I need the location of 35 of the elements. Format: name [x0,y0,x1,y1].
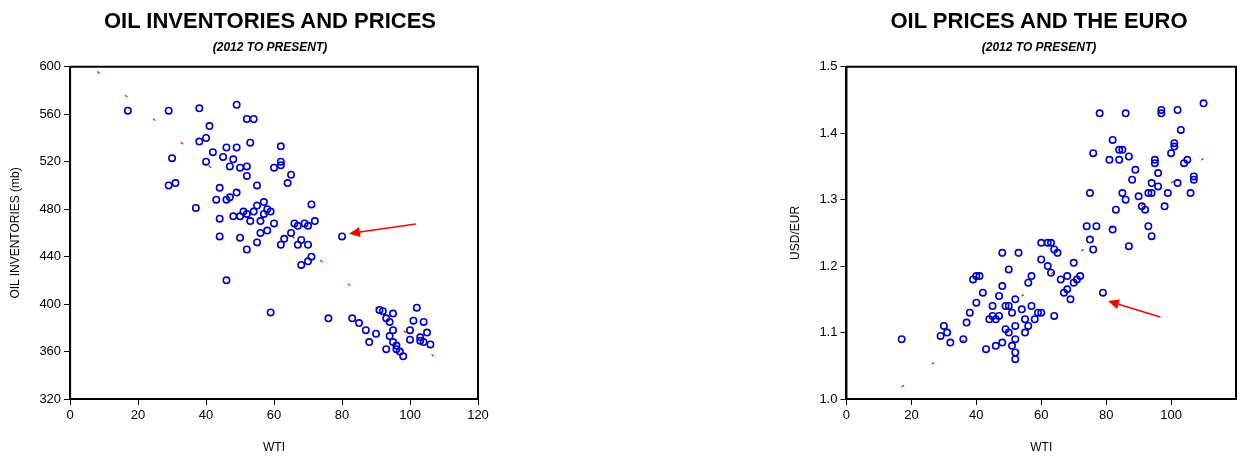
y-tick-label: 1.4 [819,124,838,140]
x-tick-label: 20 [904,407,919,423]
x-tick-label: 20 [130,407,146,423]
y-tick-label: 320 [39,390,62,406]
y-tick-label: 1.5 [819,58,838,74]
y-tick-label: 1.3 [819,191,838,207]
x-tick-label: 80 [334,407,350,423]
x-axis-title: WTI [1030,440,1053,455]
x-tick-label: 0 [842,407,851,423]
chart-subtitle: (2012 TO PRESENT) [980,40,1098,54]
y-tick-label: 360 [39,343,62,359]
y-axis-title: OIL INVENTORIES (mb) [7,167,22,299]
chart-title: OIL PRICES AND THE EURO [889,8,1189,34]
x-tick-label: 80 [1098,407,1114,423]
x-axis-title: WTI [263,440,286,455]
y-tick-label: 480 [39,200,62,216]
y-tick-label: 1.1 [819,324,838,340]
x-tick-label: 0 [66,407,74,423]
y-tick-label: 520 [39,153,62,169]
x-tick-label: 60 [1034,407,1049,423]
x-tick-label: 100 [1160,407,1182,423]
x-tick-label: 120 [467,407,489,423]
y-axis-title: USD/EUR [787,205,802,260]
y-tick-label: 440 [39,248,62,264]
y-tick-label: 1.2 [819,257,838,273]
x-tick-label: 60 [266,407,282,423]
x-tick-label: 100 [399,407,421,423]
chart-subtitle: (2012 TO PRESENT) [211,40,329,54]
y-tick-label: 600 [39,58,62,74]
x-tick-label: 40 [198,407,214,423]
y-tick-label: 560 [39,105,62,121]
y-tick-label: 400 [39,295,62,311]
x-tick-label: 40 [969,407,984,423]
y-tick-label: 1.0 [819,390,838,406]
chart-title: OIL INVENTORIES AND PRICES [102,8,438,34]
